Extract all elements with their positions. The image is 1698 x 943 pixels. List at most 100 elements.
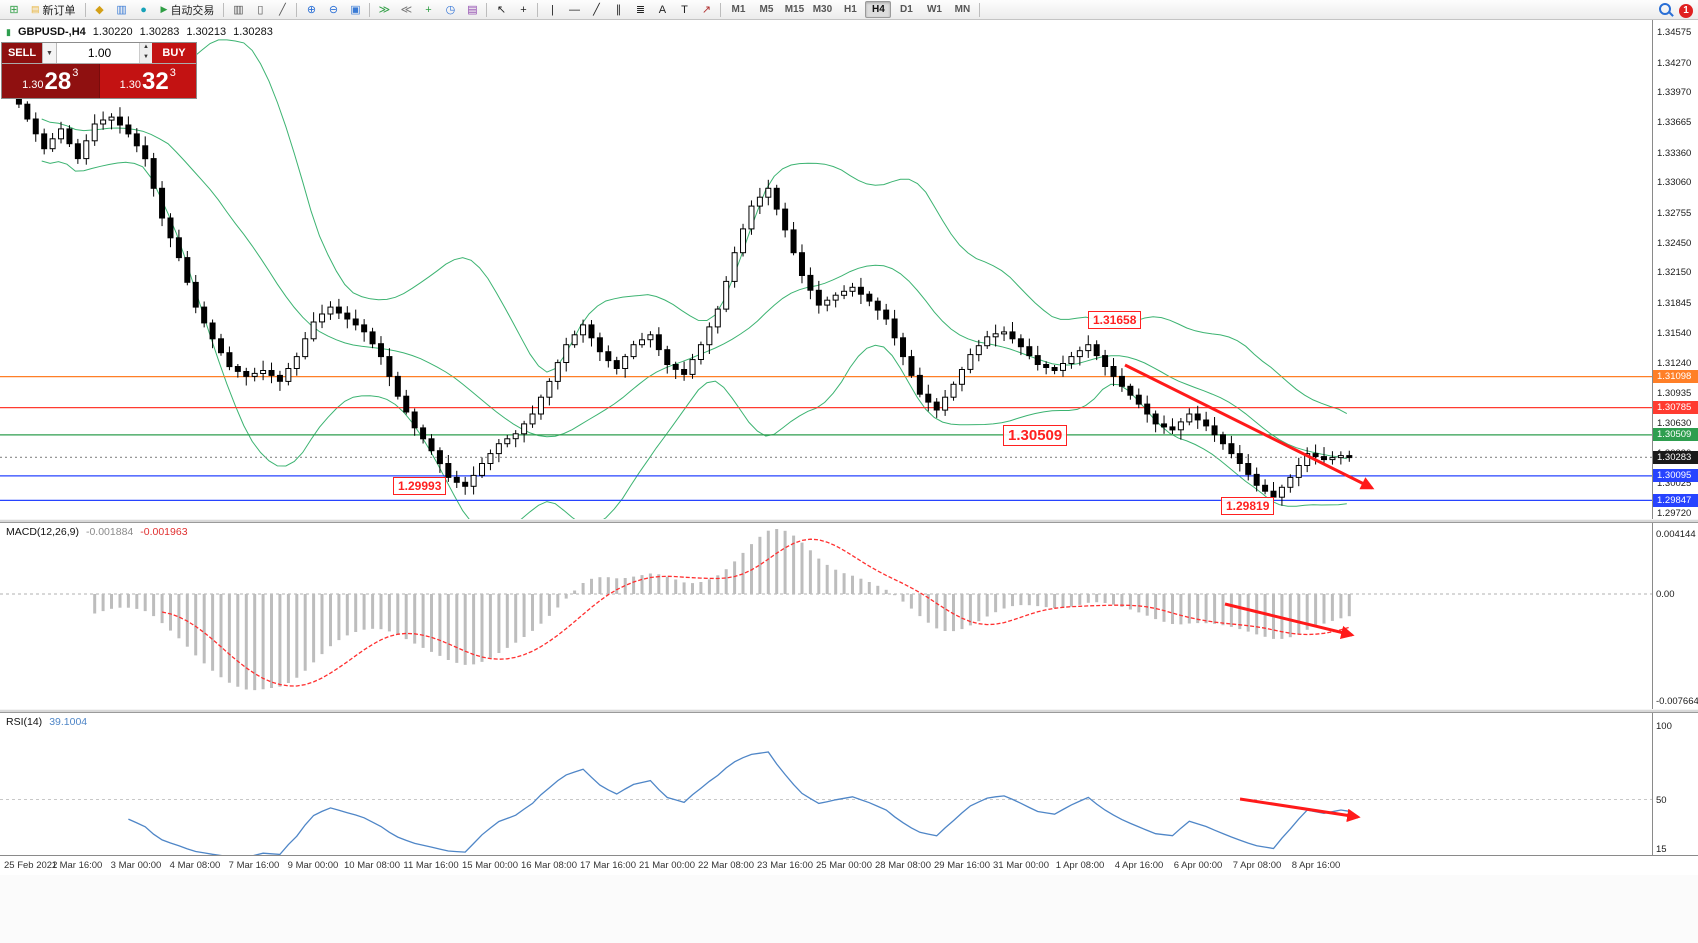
horizontal-line-icon[interactable]: — <box>568 3 580 16</box>
time-tick-label: 16 Mar 08:00 <box>521 860 577 871</box>
bar-chart-mode-icon[interactable]: ▥ <box>233 4 244 16</box>
vertical-line-icon[interactable]: | <box>551 3 554 16</box>
rsi-scale-mid: 50 <box>1656 794 1667 806</box>
time-tick-label: 8 Apr 16:00 <box>1291 860 1341 871</box>
arrow-objects-icon[interactable]: ↗ <box>701 4 712 16</box>
bid-price[interactable]: 1.30 28 3 <box>2 64 99 98</box>
time-tick-label: 11 Mar 16:00 <box>403 860 459 871</box>
text-icon[interactable]: A <box>658 3 667 16</box>
candlestick-mode-icon[interactable]: ▯ <box>257 4 264 16</box>
toolbar-right: 1 <box>1659 2 1693 20</box>
time-tick-label: 7 Mar 16:00 <box>228 860 280 871</box>
macd-value-main: -0.001884 <box>85 526 134 538</box>
quote-low: 1.30213 <box>186 26 227 38</box>
macd-name: MACD(12,26,9) <box>6 526 79 538</box>
buy-button[interactable]: BUY <box>152 43 196 63</box>
rsi-indicator-canvas[interactable] <box>0 713 1652 855</box>
cursor-icon[interactable]: ↖ <box>496 4 507 16</box>
price-annotation[interactable]: 1.29819 <box>1221 497 1275 515</box>
zoom-out-icon[interactable]: ⊖ <box>328 4 339 16</box>
time-tick-label: 25 Feb 2022 <box>4 860 58 871</box>
price-level-badge: 1.30095 <box>1653 469 1698 483</box>
rsi-value: 39.1004 <box>49 716 88 728</box>
price-annotation[interactable]: 1.30509 <box>1003 425 1068 446</box>
tile-windows-icon[interactable]: ▣ <box>350 4 361 16</box>
ask-main: 32 <box>142 68 169 95</box>
one-click-trading-panel: SELL ▼ ▲ ▼ BUY 1.30 28 3 1.30 32 3 <box>1 42 197 99</box>
new-chart-icon[interactable]: ⊞ <box>9 4 19 16</box>
price-level-badge: 1.31098 <box>1653 370 1698 384</box>
ask-prefix: 1.30 <box>119 79 142 91</box>
toolbar-groups: ⊞ ▤ 新订单 ◆ ▥ ● ▶ 自动交易 ▥ ▯ ╱ ⊕ ⊖ ▣ ≫ ≪ + ◷ ▤ ↖ + | — ╱ ∥ ≣ A T ↗ M1 M5 M1… <box>3 0 983 19</box>
macd-scale-zero: 0.00 <box>1656 588 1675 600</box>
text-label-icon[interactable]: T <box>681 3 688 16</box>
timeframe-mn[interactable]: MN <box>954 4 971 15</box>
symbol-timeframe-label: GBPUSD-,H4 <box>17 26 86 38</box>
time-tick-label: 29 Mar 16:00 <box>934 860 990 871</box>
indicators-icon[interactable]: + <box>425 3 432 16</box>
price-level-badge: 1.30785 <box>1653 401 1698 415</box>
time-tick-label: 1 Apr 08:00 <box>1055 860 1105 871</box>
toolbar-separator <box>486 2 488 17</box>
time-tick-label: 6 Apr 00:00 <box>1173 860 1223 871</box>
price-annotation[interactable]: 1.31658 <box>1088 311 1142 329</box>
timeframe-m5[interactable]: M5 <box>759 4 774 15</box>
periods-icon[interactable]: ◷ <box>445 4 456 16</box>
volume-input[interactable] <box>57 43 152 63</box>
auto-trading-button[interactable]: ▶ 自动交易 <box>155 0 221 19</box>
crosshair-icon[interactable]: + <box>520 3 527 16</box>
price-tick-label: 1.30935 <box>1657 387 1692 399</box>
market-watch-icon[interactable]: ▥ <box>116 4 127 16</box>
search-icon[interactable] <box>1659 2 1671 20</box>
volume-decrease-button[interactable]: ▼ <box>140 53 152 63</box>
price-scale[interactable]: 1.34575 1.34270 1.33970 1.33665 1.33360 1.330… <box>1652 20 1698 855</box>
toolbar-separator <box>537 2 539 17</box>
price-level-badge: 1.30283 <box>1653 450 1698 464</box>
templates-icon[interactable]: ▤ <box>467 4 478 16</box>
line-chart-mode-icon[interactable]: ╱ <box>279 4 286 16</box>
timeframe-m15[interactable]: M15 <box>784 4 805 15</box>
timeframe-d1[interactable]: D1 <box>900 4 913 15</box>
timeframe-w1[interactable]: W1 <box>926 4 942 15</box>
time-tick-label: 23 Mar 16:00 <box>757 860 813 871</box>
price-tick-label: 1.34575 <box>1657 27 1692 39</box>
macd-scale-top: 0.004144 <box>1656 529 1696 540</box>
quote-high: 1.30283 <box>139 26 180 38</box>
toolbar: ⊞ ▤ 新订单 ◆ ▥ ● ▶ 自动交易 ▥ ▯ ╱ ⊕ ⊖ ▣ ≫ ≪ + ◷ ▤ ↖ + | — ╱ ∥ ≣ A T ↗ M1 M5 M1… <box>0 0 1698 20</box>
bid-sup: 3 <box>72 67 79 79</box>
time-tick-label: 28 Mar 08:00 <box>875 860 931 871</box>
price-annotation[interactable]: 1.29993 <box>393 477 447 495</box>
equidistant-channel-icon[interactable]: ∥ <box>615 4 622 16</box>
ask-price[interactable]: 1.30 32 3 <box>98 64 196 98</box>
time-scale[interactable]: 25 Feb 2022 1 Mar 16:00 3 Mar 00:00 4 Mar 0… <box>0 855 1698 875</box>
strategy-tester-icon[interactable]: ● <box>140 3 147 16</box>
rsi-scale-top: 100 <box>1656 721 1672 732</box>
auto-scroll-icon[interactable]: ≫ <box>378 4 391 16</box>
timeframe-m30[interactable]: M30 <box>812 4 833 15</box>
metaeditor-icon[interactable]: ◆ <box>95 4 104 16</box>
candlestick-icon: ▮ <box>6 26 11 37</box>
macd-label: MACD(12,26,9) -0.001884 -0.001963 <box>6 526 188 538</box>
chart-shift-icon[interactable]: ≪ <box>400 4 413 16</box>
sell-button[interactable]: SELL <box>2 43 42 63</box>
macd-indicator-canvas[interactable] <box>0 523 1652 709</box>
timeframe-h1[interactable]: H1 <box>844 4 857 15</box>
panel-splitter[interactable] <box>0 709 1698 713</box>
notification-badge[interactable]: 1 <box>1679 4 1693 18</box>
price-tick-label: 1.30025 <box>1657 477 1692 489</box>
volume-increase-button[interactable]: ▲ <box>140 43 152 53</box>
price-chart-canvas[interactable] <box>0 20 1652 523</box>
panel-splitter[interactable] <box>0 519 1698 523</box>
timeframe-m1[interactable]: M1 <box>731 4 746 15</box>
bid-prefix: 1.30 <box>22 79 44 91</box>
new-order-icon: ▤ <box>31 4 40 14</box>
price-tick-label: 1.29720 <box>1657 508 1692 520</box>
toolbar-separator <box>720 2 722 17</box>
fibonacci-icon[interactable]: ≣ <box>635 4 646 16</box>
zoom-in-icon[interactable]: ⊕ <box>306 4 317 16</box>
trendline-icon[interactable]: ╱ <box>593 4 600 16</box>
timeframe-h4[interactable]: H4 <box>865 1 892 18</box>
new-order-button[interactable]: ▤ 新订单 <box>25 0 82 19</box>
volume-dropdown-button[interactable]: ▼ <box>42 43 57 63</box>
time-tick-label: 3 Mar 00:00 <box>110 860 162 871</box>
